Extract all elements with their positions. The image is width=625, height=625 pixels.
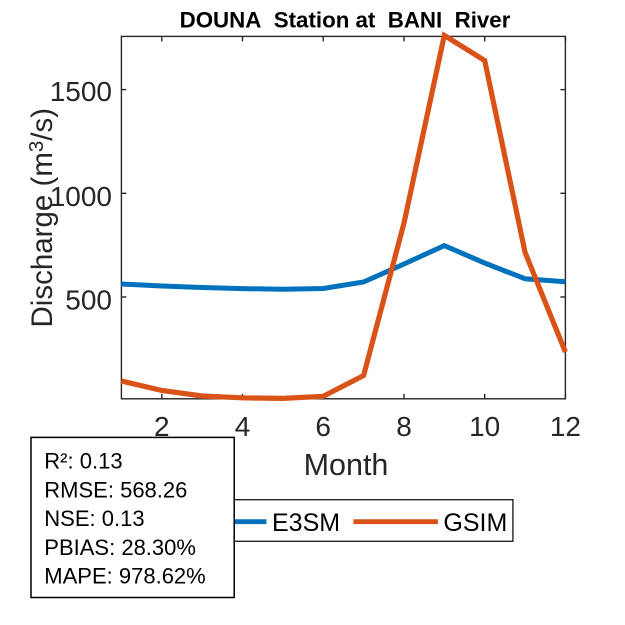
svg-text:8: 8 [396,411,412,442]
svg-text:4: 4 [235,411,251,442]
svg-text:E3SM: E3SM [272,509,340,537]
svg-text:PBIAS: 28.30%: PBIAS: 28.30% [44,535,196,560]
svg-text:Discharge (m: Discharge (m [26,152,59,327]
svg-text:10: 10 [469,411,500,442]
svg-text:NSE: 0.13: NSE: 0.13 [44,506,144,531]
svg-text:RMSE: 568.26: RMSE: 568.26 [44,477,187,502]
svg-text:DOUNA Station at BANI River: DOUNA Station at BANI River [180,8,511,33]
svg-text:/s): /s) [26,108,59,141]
svg-text:MAPE: 978.62%: MAPE: 978.62% [44,564,205,589]
svg-text:3: 3 [25,141,48,152]
svg-text:12: 12 [550,411,581,442]
svg-text:6: 6 [315,411,331,442]
svg-text:Month: Month [304,448,389,482]
svg-text:R²: 0.13: R²: 0.13 [44,449,122,474]
svg-text:500: 500 [65,285,112,316]
svg-text:1000: 1000 [50,181,112,212]
svg-text:2: 2 [154,411,170,442]
svg-text:GSIM: GSIM [443,509,507,537]
svg-text:1500: 1500 [50,76,112,107]
